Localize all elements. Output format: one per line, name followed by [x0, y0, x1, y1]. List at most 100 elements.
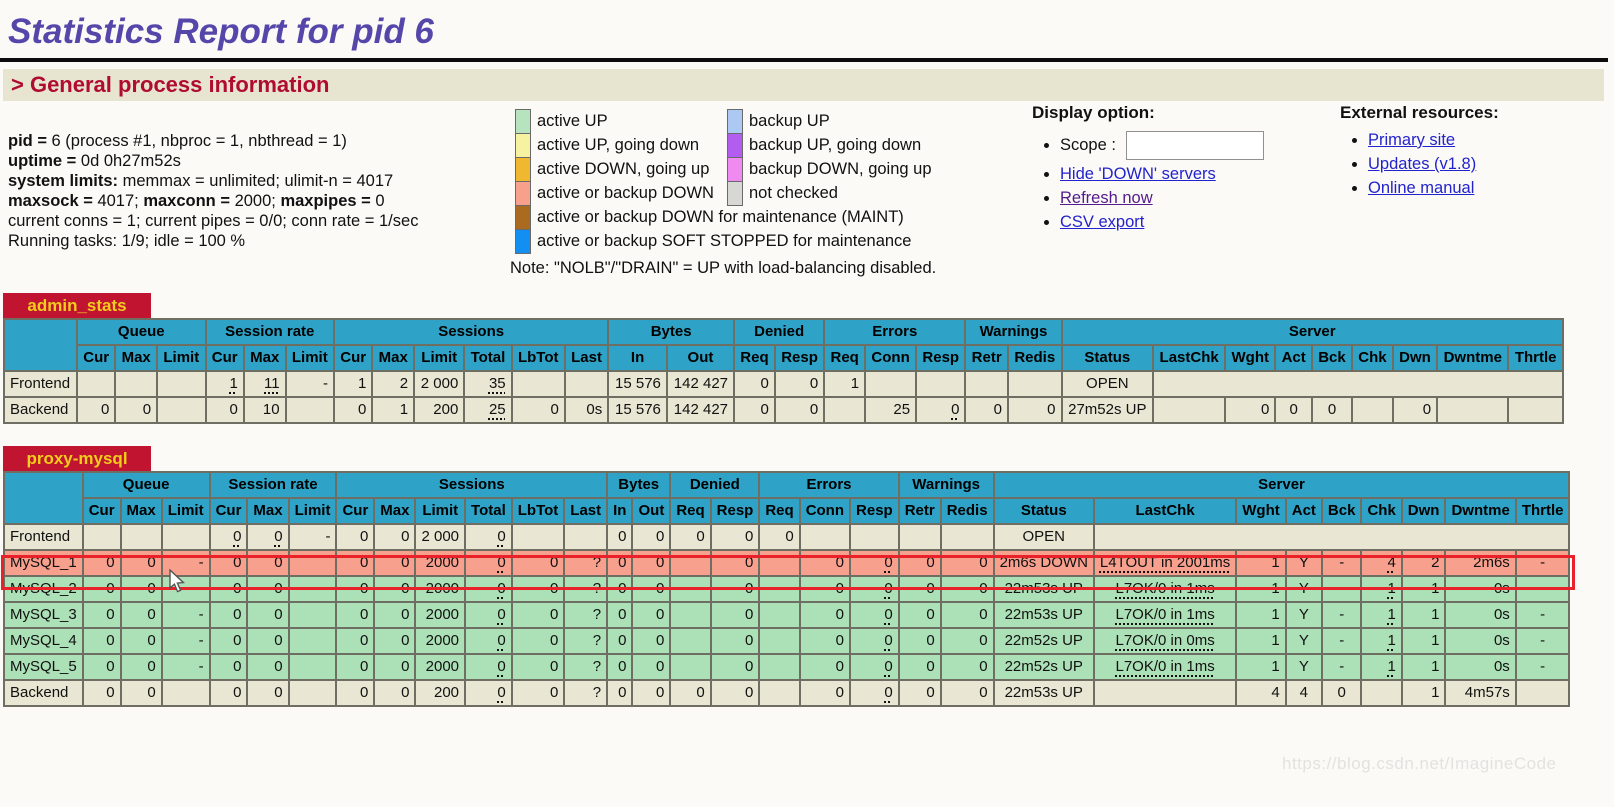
stat-cell: 0 [373, 653, 417, 681]
group-header-denied: Denied [733, 318, 826, 346]
stat-cell: 0 [709, 601, 761, 629]
scope-input[interactable] [1125, 131, 1264, 160]
process-info-text: 0 [375, 192, 385, 210]
stat-cell: 0 [333, 396, 374, 424]
column-header-lbtot: LbTot [510, 497, 566, 525]
group-header-queue: Queue [75, 318, 207, 346]
column-header-cur: Cur [335, 497, 376, 525]
table-row-Frontend: Frontend 0 0-0 0 2 000 0 0 0 0 0 0 OPEN [3, 523, 1571, 551]
external-resources-heading: External resources: [1340, 103, 1499, 122]
stat-cell: 0 [631, 549, 672, 577]
stat-cell: - [1320, 601, 1363, 629]
stat-cell: 0 [773, 396, 826, 424]
stat-cell: 0 [246, 653, 290, 681]
stat-cell: - [287, 523, 338, 551]
stat-cell: 0 [1391, 396, 1439, 424]
stat-value-dotted: L4TOUT in 2001ms [1099, 554, 1231, 571]
stat-cell: 0 [246, 601, 290, 629]
link-primary-site[interactable]: Primary site [1368, 131, 1456, 149]
stat-cell: 0 [208, 523, 249, 551]
stat-cell: 0 [709, 575, 761, 603]
column-header-cur: Cur [333, 344, 374, 372]
stat-cell [563, 370, 610, 398]
stat-cell: - [1514, 575, 1571, 603]
column-header-total: Total [463, 344, 513, 372]
page-title: Statistics Report for pid 6 [8, 12, 434, 51]
process-info-text: 4017; [97, 192, 144, 210]
row-name-cell: Backend [3, 396, 78, 424]
stat-cell [160, 523, 211, 551]
stat-cell: 0 [709, 679, 761, 707]
stat-value-dotted: L7OK/0 in 1ms [1115, 658, 1215, 675]
stat-cell: 0 [897, 627, 942, 655]
link-hide-down-servers[interactable]: Hide 'DOWN' servers [1060, 165, 1216, 183]
stat-cell: 0 [798, 575, 852, 603]
stat-cell [287, 575, 338, 603]
column-header-lbtot: LbTot [510, 344, 566, 372]
stat-cell: 142 427 [665, 370, 736, 398]
stat-cell: 0 [897, 601, 942, 629]
option-list-item: Online manual [1368, 179, 1499, 198]
stat-cell [964, 370, 1009, 398]
stat-cell: 0 [246, 575, 290, 603]
stat-cell: 0 [208, 679, 249, 707]
stat-cell: 0 [81, 601, 122, 629]
stat-cell: 0 [606, 549, 634, 577]
stat-cell: 0 [208, 575, 249, 603]
stat-value-dotted: 0 [497, 632, 506, 649]
stat-cell [160, 679, 211, 707]
column-header-redis: Redis [1006, 344, 1063, 372]
display-options: Display option: Scope : Hide 'DOWN' serv… [1032, 103, 1264, 237]
option-list-item: Primary site [1368, 131, 1499, 150]
link-online-manual[interactable]: Online manual [1368, 179, 1475, 197]
column-header-req: Req [758, 497, 801, 525]
column-header-thrtle: Thrtle [1514, 497, 1571, 525]
stat-cell [510, 523, 566, 551]
stat-cell: Y [1284, 549, 1323, 577]
stat-cell: 0 [373, 575, 417, 603]
column-header-limit: Limit [414, 497, 467, 525]
column-header-limit: Limit [413, 344, 466, 372]
stat-cell [864, 370, 918, 398]
stat-cell: Y [1284, 653, 1323, 681]
stat-value-dotted: L7OK/0 in 1ms [1115, 580, 1215, 597]
stat-value-dotted: 1 [1387, 632, 1396, 649]
stats-table-proxy-mysql: Queue Session rate Sessions Bytes Denied Erro… [3, 471, 1571, 707]
stat-cell: 0 [669, 523, 712, 551]
stat-cell: 0 [606, 575, 634, 603]
stat-cell: 22m52s UP [992, 627, 1095, 655]
link-refresh-now[interactable]: Refresh now [1060, 189, 1153, 207]
stat-cell: 0 [631, 601, 672, 629]
stat-cell: 0 [208, 601, 249, 629]
stat-cell: 0 [510, 679, 566, 707]
link-updates-v1-8-[interactable]: Updates (v1.8) [1368, 155, 1477, 173]
stat-cell: 0 [208, 627, 249, 655]
stat-cell: 0 [631, 679, 672, 707]
stat-cell: 2000 [414, 601, 467, 629]
legend-label: active UP [537, 112, 608, 130]
stat-cell: L7OK/0 in 0ms [1092, 627, 1238, 655]
stat-cell: 1 [1360, 601, 1403, 629]
stat-cell: 0 [246, 523, 290, 551]
stat-cell: - [160, 601, 211, 629]
stat-cell [1360, 679, 1403, 707]
link-csv-export[interactable]: CSV export [1060, 213, 1145, 231]
stat-cell: 0 [464, 523, 513, 551]
stat-value-dotted: 0 [233, 528, 242, 545]
process-info-line: pid = 6 (process #1, nbproc = 1, nbthrea… [8, 131, 418, 151]
option-list-item: Refresh now [1060, 189, 1264, 208]
stat-cell: 0 [510, 549, 566, 577]
group-header-bytes: Bytes [606, 471, 672, 499]
column-header-lastchk: LastChk [1152, 344, 1227, 372]
stat-cell: 0 [733, 370, 776, 398]
stat-cell: Y [1284, 575, 1323, 603]
server-detail-merged-cell [1092, 523, 1571, 551]
stat-value-dotted: 0 [497, 606, 506, 623]
stat-cell: 22m52s UP [992, 653, 1095, 681]
column-header-resp: Resp [915, 344, 967, 372]
process-info-text: 0d 0h27m52s [80, 152, 181, 170]
display-options-heading: Display option: [1032, 103, 1155, 122]
stat-cell: 0 [204, 396, 245, 424]
stat-cell: 0 [849, 653, 900, 681]
stat-cell: 0 [606, 523, 634, 551]
